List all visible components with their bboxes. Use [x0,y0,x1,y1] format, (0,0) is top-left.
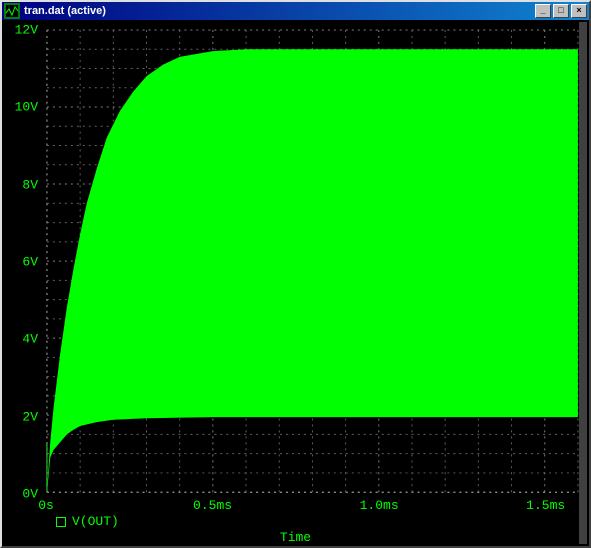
close-button[interactable]: × [571,4,587,18]
plot-canvas [4,22,587,544]
legend-marker-icon [56,517,66,527]
x-axis-title: Time [280,530,311,545]
y-tick-label: 4V [8,332,38,347]
y-tick-label: 12V [8,23,38,38]
titlebar[interactable]: tran.dat (active) _ □ × [2,2,589,20]
plot-area: 0V 2V 4V 6V 8V 10V 12V 0s 0.5ms 1.0ms 1.5ms V(OUT) T… [4,22,587,544]
y-tick-label: 0V [8,487,38,502]
y-tick-label: 10V [8,100,38,115]
x-tick-label: 1.0ms [360,498,399,513]
x-tick-label: 1.5ms [526,498,565,513]
x-tick-label: 0s [38,498,54,513]
simulation-window: tran.dat (active) _ □ × 0V 2V 4V 6V 8V 10V 12V… [0,0,591,548]
window-buttons: _ □ × [533,4,587,18]
app-icon [4,3,20,19]
maximize-button[interactable]: □ [553,4,569,18]
y-tick-label: 6V [8,255,38,270]
y-tick-label: 2V [8,409,38,424]
y-tick-label: 8V [8,177,38,192]
vertical-scrollbar[interactable] [579,22,587,544]
legend: V(OUT) [56,514,119,529]
legend-label: V(OUT) [72,514,119,529]
minimize-button[interactable]: _ [535,4,551,18]
window-title: tran.dat (active) [24,5,533,17]
x-tick-label: 0.5ms [193,498,232,513]
